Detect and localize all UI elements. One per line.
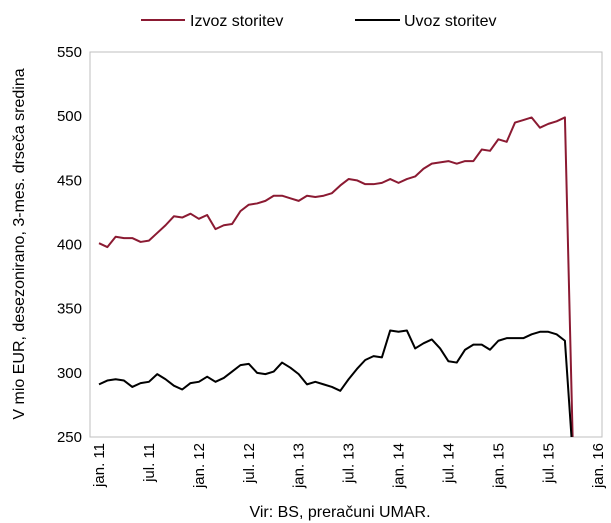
x-tick-label: jan. 16 — [590, 443, 607, 489]
series-lines — [98, 116, 574, 437]
x-tick-label: jul. 14 — [440, 443, 457, 484]
legend-label-export: Izvoz storitev — [190, 13, 283, 30]
y-tick-label: 350 — [57, 301, 82, 318]
legend: Izvoz storitev Uvoz storitev — [141, 13, 496, 30]
series-line-export — [98, 116, 574, 437]
x-tick-label: jul. 13 — [341, 443, 358, 484]
y-tick-label: 250 — [57, 429, 82, 446]
y-tick-label: 300 — [57, 365, 82, 382]
x-tick-label: jul. 11 — [141, 443, 158, 483]
x-axis-ticks: jan. 11 jul. 11 jan. 12 jul. 12 jan. 13 jul. … — [91, 443, 607, 489]
x-tick-label: jan. 13 — [291, 443, 308, 489]
y-tick-label: 550 — [57, 44, 82, 61]
x-tick-label: jan. 11 — [91, 443, 108, 488]
y-tick-label: 400 — [57, 237, 82, 254]
y-tick-label: 450 — [57, 172, 82, 189]
x-tick-label: jan. 15 — [490, 443, 507, 489]
x-axis-label: Vir: BS, preračuni UMAR. — [249, 504, 430, 521]
x-tick-label: jul. 12 — [241, 443, 258, 484]
y-tick-label: 500 — [57, 108, 82, 125]
legend-label-import: Uvoz storitev — [404, 13, 496, 30]
series-line-import — [98, 329, 573, 437]
y-axis-ticks: 250 300 350 400 450 500 550 — [57, 44, 82, 446]
y-axis-label: V mio EUR, desezonirano, 3-mes. drseča s… — [11, 68, 28, 419]
x-tick-label: jan. 12 — [191, 443, 208, 489]
x-tick-label: jan. 14 — [391, 443, 408, 489]
plot-area — [89, 51, 603, 438]
x-tick-label: jul. 15 — [540, 443, 557, 484]
